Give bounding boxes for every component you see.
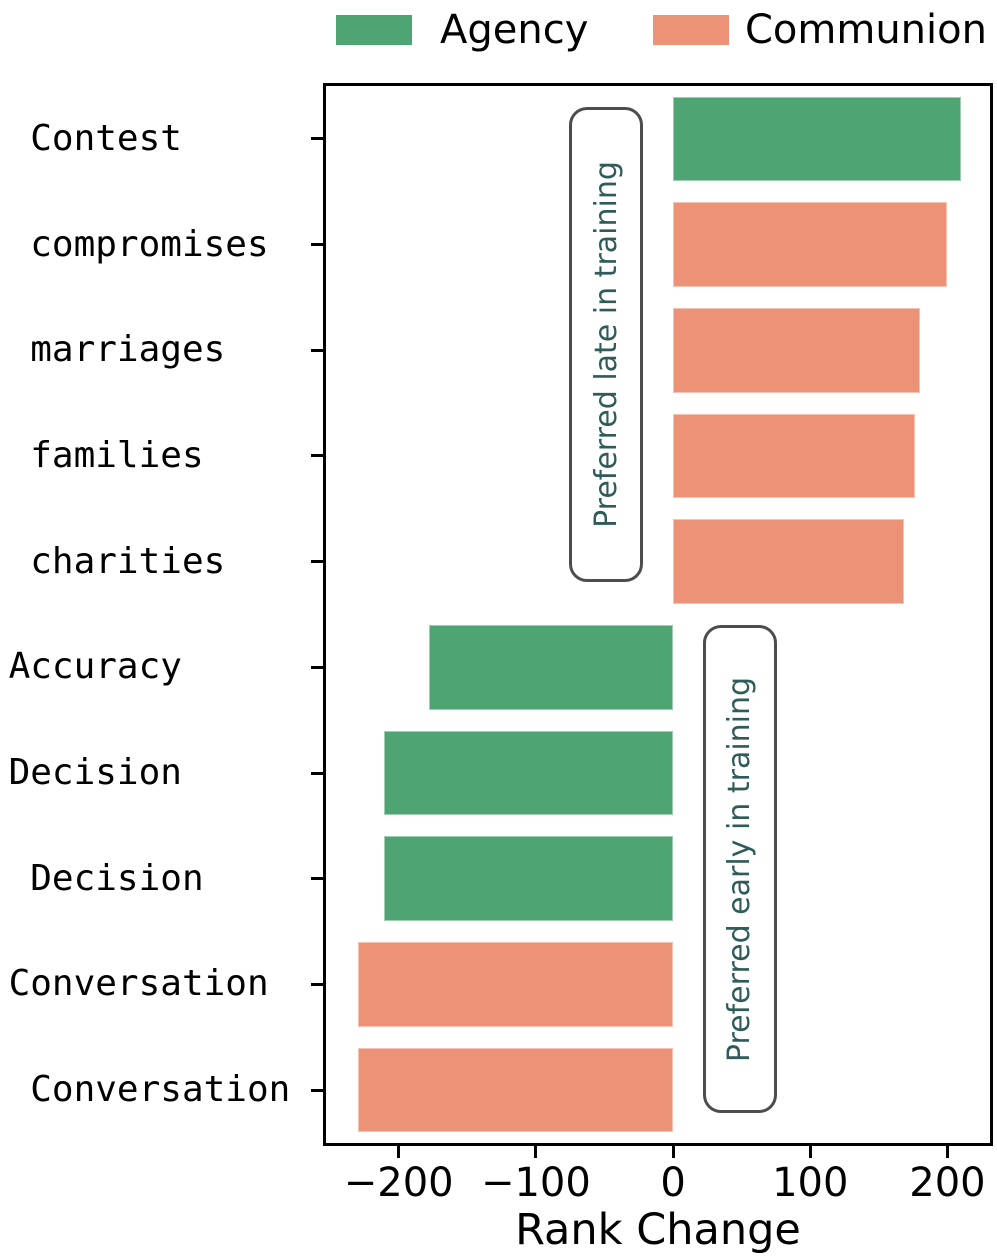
x-tick-mark	[397, 1146, 401, 1158]
y-tick-label: Accuracy	[8, 646, 312, 688]
bar-marriages-2	[673, 307, 921, 393]
x-tick-label: 100	[772, 1160, 849, 1206]
y-tick-label: Conversation	[8, 963, 312, 1005]
y-tick-mark	[311, 982, 323, 986]
bar-accuracy-5	[428, 625, 674, 710]
y-tick-mark	[311, 137, 323, 141]
annotation-early-box: Preferred early in training	[703, 625, 777, 1113]
y-tick-mark	[311, 771, 323, 775]
plot-border	[323, 83, 993, 1146]
bar-compromises-1	[673, 202, 948, 287]
y-tick-mark	[311, 877, 323, 881]
bar-decision-7	[383, 836, 674, 922]
bar-decision-6	[383, 730, 674, 816]
x-tick-label: 200	[909, 1160, 986, 1206]
x-tick-mark	[808, 1146, 812, 1158]
x-tick-label: −100	[480, 1160, 591, 1206]
x-tick-label: −200	[343, 1160, 454, 1206]
y-tick-label: families	[30, 434, 312, 476]
annotation-late-text: Preferred late in training	[588, 161, 624, 528]
bar-charities-4	[673, 519, 904, 604]
y-tick-mark	[311, 243, 323, 247]
x-tick-label: 0	[660, 1160, 686, 1206]
y-tick-label: Conversation	[30, 1069, 312, 1111]
y-tick-label: charities	[30, 540, 312, 582]
y-tick-label: compromises	[30, 223, 312, 265]
annotation-late-box: Preferred late in training	[569, 107, 643, 582]
bar-conversation-9	[357, 1047, 674, 1133]
x-tick-mark	[534, 1146, 538, 1158]
legend-swatch-agency	[336, 15, 412, 45]
y-tick-label: Decision	[30, 857, 312, 899]
bar-contest-0	[673, 96, 962, 182]
x-tick-mark	[945, 1146, 949, 1158]
x-axis-title: Rank Change	[515, 1205, 801, 1255]
y-tick-label: Decision	[8, 752, 312, 794]
legend-label-agency: Agency	[440, 7, 589, 53]
x-tick-mark	[671, 1146, 675, 1158]
y-tick-label: marriages	[30, 329, 312, 371]
y-tick-mark	[311, 560, 323, 564]
y-tick-label: Contest	[30, 117, 312, 159]
plot-area	[326, 86, 990, 1143]
y-tick-mark	[311, 1088, 323, 1092]
legend-label-communion: Communion	[745, 7, 987, 53]
y-tick-mark	[311, 348, 323, 352]
bar-conversation-8	[357, 942, 674, 1027]
y-tick-mark	[311, 665, 323, 669]
legend-swatch-communion	[653, 15, 729, 45]
annotation-early-text: Preferred early in training	[722, 676, 758, 1062]
bar-families-3	[673, 413, 915, 499]
y-tick-mark	[311, 454, 323, 458]
